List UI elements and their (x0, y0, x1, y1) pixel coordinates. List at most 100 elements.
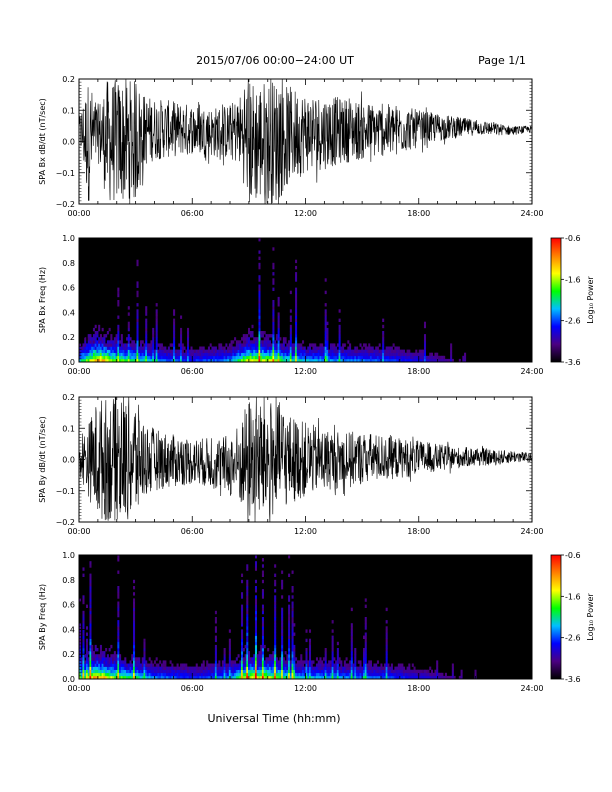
spectrogram-cell (274, 595, 277, 599)
spectrogram-cell (235, 343, 238, 347)
spectrogram-cell (139, 663, 143, 667)
spectrogram-cell (91, 340, 94, 344)
spectrogram-cell (317, 355, 320, 360)
spectrogram-cell (96, 331, 99, 335)
spectrogram-cell (110, 355, 113, 360)
spectrogram-cell (87, 355, 90, 360)
spectrogram-cell (89, 610, 92, 615)
spectrogram-cell (322, 349, 325, 353)
spectrogram-cell (261, 334, 264, 338)
spectrogram-cell (225, 675, 228, 680)
spectrogram-cell (423, 358, 427, 363)
spectrogram-cell (173, 331, 176, 335)
spectrogram-cell (155, 352, 158, 357)
spectrogram-cell (261, 343, 264, 347)
spectrogram-cell (382, 358, 385, 363)
spectrogram-cell (254, 617, 258, 621)
spectrogram-cell (155, 657, 158, 661)
spectrogram-cell (289, 331, 292, 335)
spectrogram-cell (115, 666, 118, 670)
spectrogram-cell (263, 669, 266, 674)
spectrogram-cell (284, 358, 287, 363)
spectrogram-cell (94, 346, 97, 350)
spectrogram-cell (254, 663, 258, 667)
spectrogram-cell (305, 355, 308, 360)
spectrogram-cell (129, 672, 132, 677)
spectrogram-cell (356, 666, 359, 670)
spectrogram-cell (207, 355, 210, 360)
spectrogram-cell (127, 340, 130, 344)
spectrogram-cell (87, 663, 90, 667)
spectrogram-cell (272, 309, 275, 313)
spectrogram-cell (96, 663, 99, 667)
spectrogram-cell (295, 672, 298, 677)
spectrogram-cell (291, 666, 294, 670)
spectrogram-cell (319, 358, 322, 363)
spectrogram-cell (239, 672, 242, 677)
spectrogram-cell (110, 340, 113, 344)
spectrogram-cell (261, 669, 264, 674)
spectrogram-cell (176, 666, 179, 670)
spectrogram-cell (199, 355, 202, 360)
spectrogram-cell (241, 675, 244, 680)
spectrogram-cell (119, 346, 122, 350)
spectrogram-cell (148, 669, 151, 674)
spectrogram-cell (322, 346, 325, 350)
spectrogram-cell (385, 635, 388, 639)
spectrogram-cell (225, 672, 228, 677)
spectrogram-cell (343, 358, 346, 363)
spectrogram-cell (234, 349, 237, 353)
spectrogram-cell (237, 672, 240, 677)
spectrogram-cell (308, 663, 312, 667)
spectrogram-cell (136, 675, 139, 680)
spectrogram-cell (246, 343, 249, 347)
spectrogram-cell (291, 632, 294, 636)
spectrogram-cell (152, 358, 155, 363)
spectrogram-cell (326, 669, 329, 674)
spectrogram-cell (101, 355, 104, 360)
spectrogram-cell (291, 613, 294, 618)
spectrogram-cell (101, 349, 104, 353)
spectrogram-cell (127, 669, 130, 674)
spectrogram-cell (167, 669, 170, 674)
spectrogram-cell (228, 648, 231, 652)
spectrogram-cell (277, 343, 280, 347)
spectrogram-cell (80, 663, 83, 667)
spectrogram-cell (101, 346, 104, 350)
spectrogram-cell (281, 620, 284, 624)
spectrogram-cell (253, 660, 256, 664)
spectrogram-cell (249, 355, 252, 360)
spectrogram-cell (246, 349, 249, 353)
spectrogram-cell (281, 607, 284, 612)
spectrogram-cell (418, 669, 421, 674)
spectrogram-cell (281, 343, 284, 347)
spectrogram-cell (272, 300, 275, 304)
spectrogram-cell (96, 660, 99, 664)
spectrogram-cell (89, 620, 92, 624)
spectrogram-cell (315, 349, 318, 353)
spectrogram-cell (246, 663, 249, 667)
spectrogram-cell (363, 355, 366, 360)
spectrogram-cell (246, 607, 249, 612)
spectrogram-cell (397, 663, 400, 667)
spectrogram-cell (364, 672, 367, 677)
spectrogram-cell (261, 626, 264, 630)
spectrogram-cell (375, 352, 378, 357)
spectrogram-cell (371, 352, 374, 357)
spectrogram-cell (167, 666, 170, 670)
spectrogram-cell (420, 352, 423, 357)
spectrogram-cell (363, 660, 366, 664)
spectrogram-cell (220, 669, 223, 674)
spectrogram-cell (354, 654, 357, 658)
spectrogram-cell (138, 352, 141, 357)
spectrogram-cell (260, 331, 263, 335)
spectrogram-cell (244, 346, 247, 350)
spectrogram-cell (326, 672, 329, 677)
spectrogram-cell (373, 358, 376, 363)
spectrogram-cell (173, 666, 176, 670)
spectrogram-cell (434, 675, 437, 680)
spectrogram-cell (451, 672, 454, 677)
spectrogram-cell (99, 648, 102, 652)
spectrogram-cell (138, 660, 141, 664)
spectrogram-cell (364, 604, 367, 608)
